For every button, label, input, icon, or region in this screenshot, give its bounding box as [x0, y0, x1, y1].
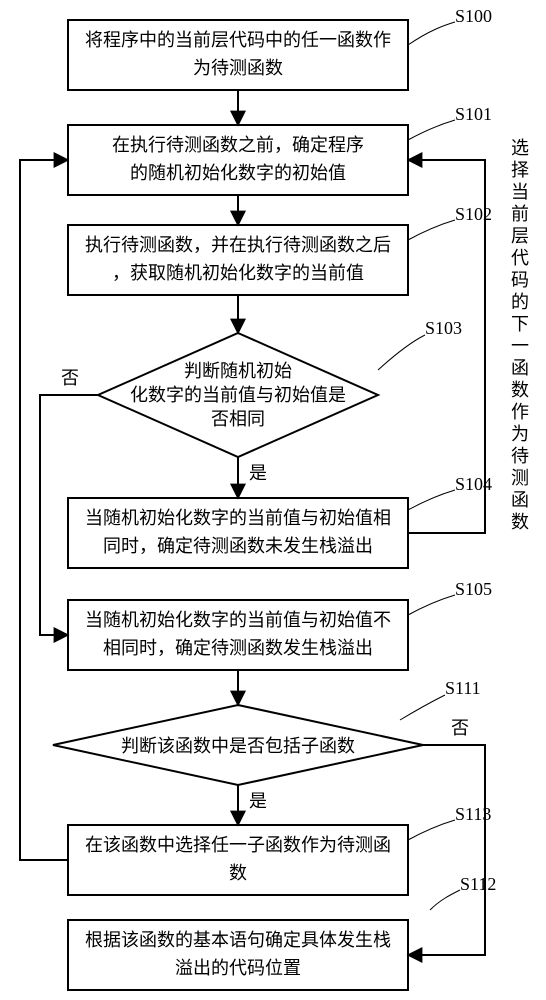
label-s112: S112 — [460, 874, 496, 894]
leader-s101 — [408, 120, 455, 140]
leader-s111 — [400, 695, 445, 720]
edge-s113-s101-loop — [20, 160, 68, 860]
label-s105: S105 — [455, 579, 492, 599]
svg-text:为: 为 — [511, 424, 529, 444]
step-s103: 判断随机初始 化数字的当前值与初始值是 否相同 — [98, 333, 378, 457]
label-s103: S103 — [425, 318, 462, 338]
svg-text:前: 前 — [511, 204, 529, 224]
svg-text:当: 当 — [511, 182, 529, 202]
svg-text:码: 码 — [511, 270, 529, 290]
s103-line2: 化数字的当前值与初始值是 — [130, 385, 346, 405]
step-s101: 在执行待测函数之前，确定程序 的随机初始化数字的初始值 — [68, 125, 408, 195]
label-s101: S101 — [455, 104, 492, 124]
leader-s103 — [378, 335, 425, 370]
edge-s111-s112 — [408, 745, 485, 955]
s105-line2: 相同时，确定待测函数发生栈溢出 — [103, 638, 373, 658]
leader-s102 — [408, 220, 455, 240]
svg-text:待: 待 — [511, 446, 529, 466]
svg-text:选: 选 — [511, 138, 529, 158]
s101-line1: 在执行待测函数之前，确定程序 — [112, 135, 364, 155]
s104-line2: 同时，确定待测函数未发生栈溢出 — [103, 536, 373, 556]
s103-line1: 判断随机初始 — [184, 361, 292, 381]
s104-line1: 当随机初始化数字的当前值与初始值相 — [85, 508, 391, 528]
s102-line1: 执行待测函数，并在执行待测函数之后 — [85, 235, 391, 255]
svg-text:层: 层 — [511, 226, 529, 246]
s105-line1: 当随机初始化数字的当前值与初始值不 — [85, 610, 391, 630]
s113-line1: 在该函数中选择任一子函数作为待测函 — [85, 835, 391, 855]
step-s105: 当随机初始化数字的当前值与初始值不 相同时，确定待测函数发生栈溢出 — [68, 600, 408, 670]
step-s112: 根据该函数的基本语句确定具体发生栈 溢出的代码位置 — [68, 920, 408, 990]
s102-line2: ，获取随机初始化数字的当前值 — [112, 263, 364, 283]
svg-text:作: 作 — [511, 402, 529, 422]
s113-line2: 数 — [229, 863, 247, 883]
step-s104: 当随机初始化数字的当前值与初始值相 同时，确定待测函数未发生栈溢出 — [68, 498, 408, 568]
leader-s112 — [430, 890, 460, 910]
s112-line2: 溢出的代码位置 — [175, 958, 301, 978]
step-s111: 判断该函数中是否包括子函数 — [53, 705, 423, 785]
svg-text:一: 一 — [511, 336, 529, 356]
s103-line3: 否相同 — [211, 409, 265, 429]
svg-text:函: 函 — [511, 358, 529, 378]
label-s113: S113 — [455, 804, 491, 824]
svg-text:数: 数 — [511, 380, 529, 400]
branch-no1: 否 — [61, 368, 79, 388]
svg-text:的: 的 — [511, 292, 529, 312]
s101-line2: 的随机初始化数字的初始值 — [130, 163, 346, 183]
leader-s100 — [408, 22, 455, 45]
label-s100: S100 — [455, 6, 492, 26]
s111-line1: 判断该函数中是否包括子函数 — [121, 736, 355, 756]
svg-text:函: 函 — [511, 490, 529, 510]
step-s100: 将程序中的当前层代码中的任一函数作 为待测函数 — [68, 20, 408, 90]
s100-line1: 将程序中的当前层代码中的任一函数作 — [85, 30, 391, 50]
step-s113: 在该函数中选择任一子函数作为待测函 数 — [68, 825, 408, 895]
s112-line1: 根据该函数的基本语句确定具体发生栈 — [85, 930, 391, 950]
branch-yes2: 是 — [249, 791, 267, 811]
s100-line2: 为待测函数 — [193, 58, 283, 78]
step-s102: 执行待测函数，并在执行待测函数之后 ，获取随机初始化数字的当前值 — [68, 225, 408, 295]
label-s111: S111 — [445, 678, 481, 698]
branch-no2: 否 — [451, 718, 469, 738]
leader-s113 — [408, 820, 455, 840]
side-text: 选择当前层代码的下一函数作为待测函数 — [511, 138, 529, 532]
svg-text:测: 测 — [511, 468, 529, 488]
label-s104: S104 — [455, 474, 492, 494]
svg-text:下: 下 — [511, 314, 529, 334]
leader-s104 — [408, 490, 455, 510]
svg-text:数: 数 — [511, 512, 529, 532]
leader-s105 — [408, 595, 455, 615]
svg-text:代: 代 — [511, 248, 529, 268]
flowchart-canvas: 将程序中的当前层代码中的任一函数作 为待测函数 S100 在执行待测函数之前，确… — [0, 0, 546, 1000]
branch-yes1: 是 — [249, 463, 267, 483]
svg-text:择: 择 — [511, 160, 529, 180]
label-s102: S102 — [455, 204, 492, 224]
